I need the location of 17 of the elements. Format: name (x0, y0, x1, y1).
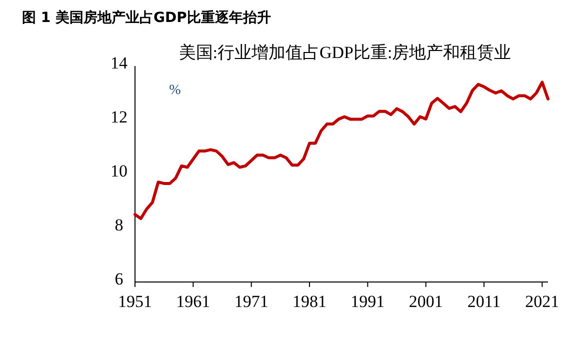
x-tick-label: 1991 (350, 292, 385, 311)
x-tick-label: 2011 (467, 292, 501, 311)
y-tick-label: 12 (110, 108, 128, 127)
y-tick-label: 8 (114, 216, 124, 235)
y-tick-label: 10 (110, 162, 128, 181)
y-tick-label: 14 (110, 54, 128, 73)
x-tick-label: 2021 (525, 292, 560, 311)
x-tick-label: 1981 (292, 292, 327, 311)
x-tick-label: 2001 (408, 292, 443, 311)
chart-subtitle: 美国:行业增加值占GDP比重:房地产和租赁业 (178, 43, 512, 62)
chart-title: 图 1 美国房地产业占GDP比重逐年抬升 (22, 9, 271, 26)
line-series (134, 80, 550, 220)
y-axis-title: % (169, 83, 182, 98)
x-tick-label: 1971 (234, 292, 268, 311)
y-tick-label: 6 (114, 270, 124, 289)
x-tick-label: 1961 (176, 292, 210, 311)
x-tick-label: 1951 (118, 292, 152, 311)
